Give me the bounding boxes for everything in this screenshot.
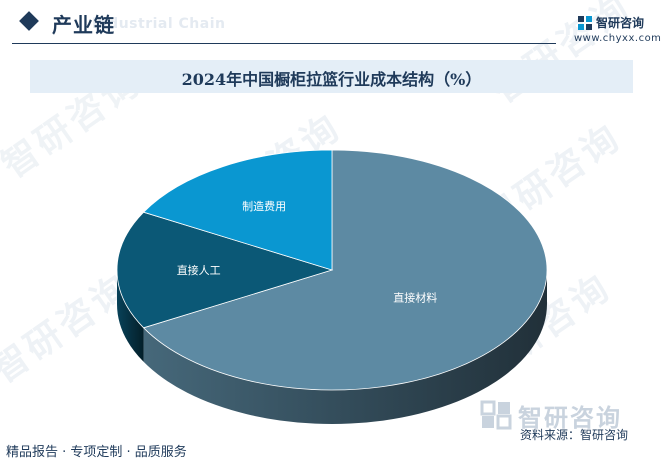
pie-tops	[116, 149, 548, 391]
pie-slice	[142, 149, 548, 391]
brand-icon	[578, 16, 592, 30]
pie-slice-side	[143, 270, 548, 425]
footer-brand-icon	[480, 400, 512, 430]
chart-title: 2024年中国橱柜拉篮行业成本结构（%）	[181, 70, 482, 89]
page-header: Industrial Chain 产业链	[0, 0, 665, 46]
page-title: 产业链	[52, 13, 115, 37]
data-source: 资料来源：智研咨询	[520, 428, 629, 442]
pie-slice	[142, 149, 333, 271]
pie-slice-label: 直接材料	[393, 290, 437, 304]
header-ghost-text: Industrial Chain	[92, 16, 226, 32]
chart-title-bar: 2024年中国橱柜拉篮行业成本结构（%）	[30, 60, 633, 93]
footer-brand-name: 智研咨询	[518, 404, 622, 432]
brand-name: 智研咨询	[596, 16, 645, 30]
pie-sides	[117, 270, 548, 425]
pie-slice-side	[117, 270, 144, 362]
footer-slogan: 精品报告 · 专项定制 · 品质服务	[6, 445, 187, 460]
pie-labels: 直接材料 直接人工 制造费用	[177, 199, 438, 305]
header-divider	[12, 43, 556, 44]
pie-slice-label: 直接人工	[177, 263, 221, 277]
brand-logo: 智研咨询 www.chyxx.com	[574, 14, 662, 48]
pie-slice	[116, 211, 334, 329]
pie-slice-label: 制造费用	[242, 199, 286, 213]
brand-url: www.chyxx.com	[574, 33, 662, 44]
